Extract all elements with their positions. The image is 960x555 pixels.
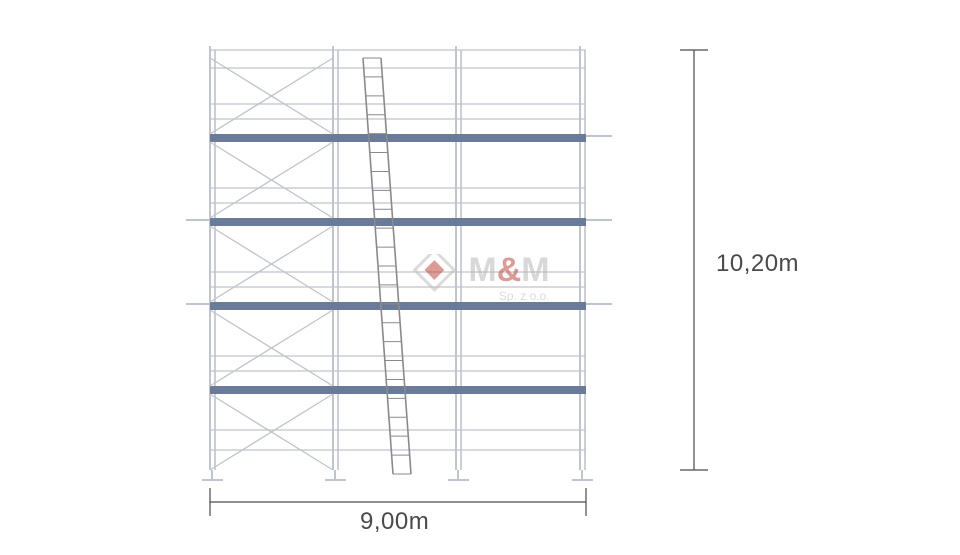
diagram-canvas: 9,00m 10,20m M&M Sp. z o.o. [0,0,960,555]
dim-height-label: 10,20m [716,250,799,278]
dim-width-label: 9,00m [360,508,429,536]
scaffold-svg [0,0,960,555]
